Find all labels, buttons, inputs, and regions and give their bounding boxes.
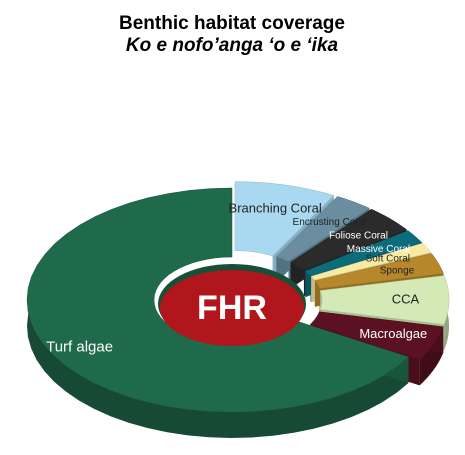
- slice-label: Sponge: [380, 266, 415, 277]
- slice-label: Soft Coral: [366, 253, 410, 264]
- slice-label: CCA: [392, 291, 420, 306]
- slice: [290, 208, 408, 271]
- slice-label: Macroalgae: [359, 326, 427, 341]
- slice: [319, 275, 450, 325]
- slice: [309, 311, 444, 360]
- center-label: FHR: [197, 289, 267, 327]
- slice-label: Foliose Coral: [329, 230, 388, 241]
- center-badge: [160, 270, 304, 346]
- slice-label: Massive Coral: [347, 244, 410, 255]
- slice: [314, 253, 444, 289]
- slice-label: Branching Coral: [229, 200, 322, 215]
- slice: [310, 242, 432, 281]
- chart-subtitle: Ko e nofo’anga ‘o e ‘ika: [126, 35, 339, 56]
- slice: [234, 181, 335, 257]
- slice: [304, 230, 423, 277]
- chart-title: Benthic habitat coverage: [119, 13, 345, 34]
- slice: [275, 196, 370, 262]
- slice-label: Encrusting Coral: [293, 217, 367, 228]
- slice-label: Turf algae: [46, 339, 113, 356]
